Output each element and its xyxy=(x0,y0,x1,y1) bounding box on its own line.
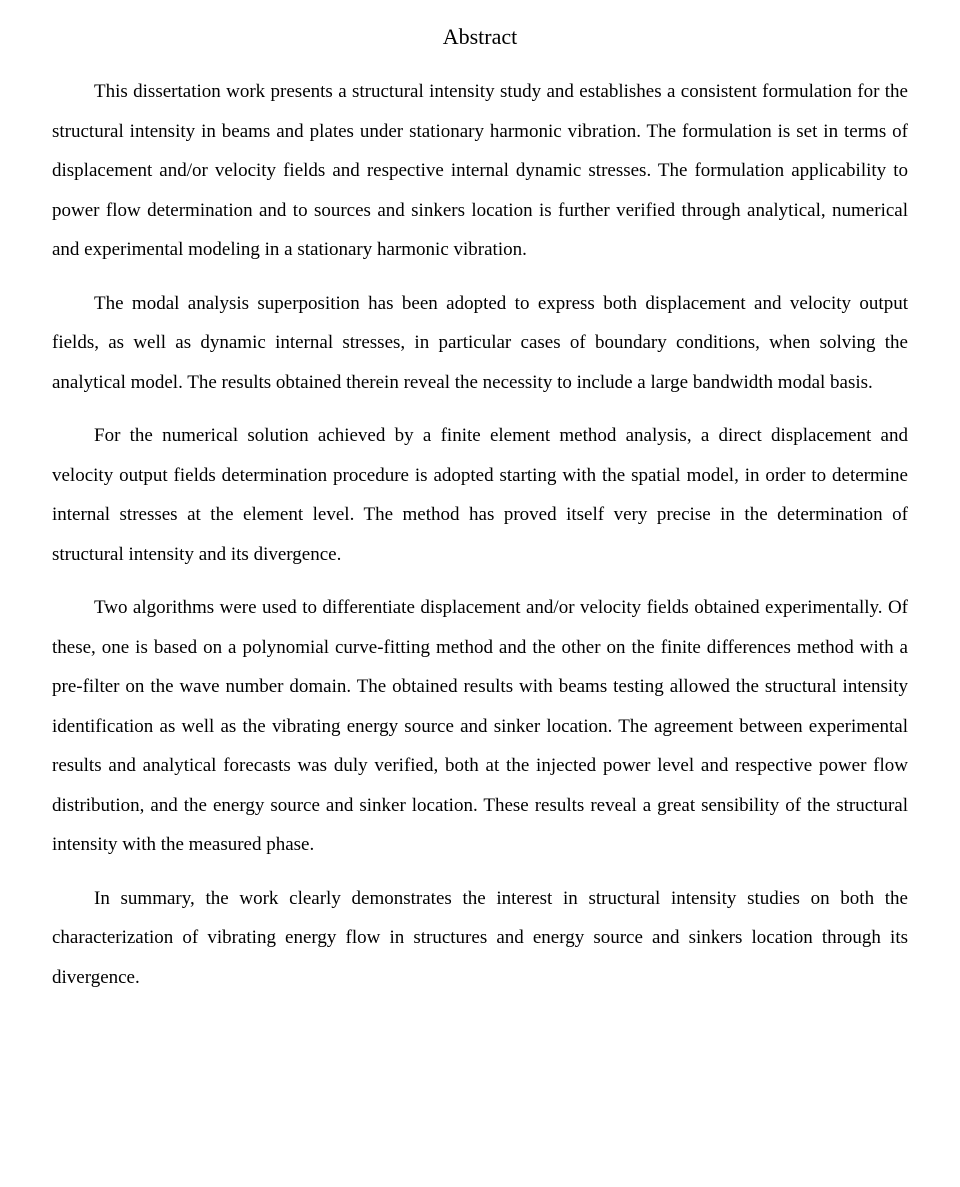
abstract-paragraph-5: In summary, the work clearly demonstrate… xyxy=(52,879,908,998)
abstract-paragraph-1: This dissertation work presents a struct… xyxy=(52,72,908,270)
abstract-paragraph-3: For the numerical solution achieved by a… xyxy=(52,416,908,574)
abstract-paragraph-2: The modal analysis superposition has bee… xyxy=(52,284,908,403)
abstract-paragraph-4: Two algorithms were used to differentiat… xyxy=(52,588,908,865)
abstract-title: Abstract xyxy=(52,24,908,50)
